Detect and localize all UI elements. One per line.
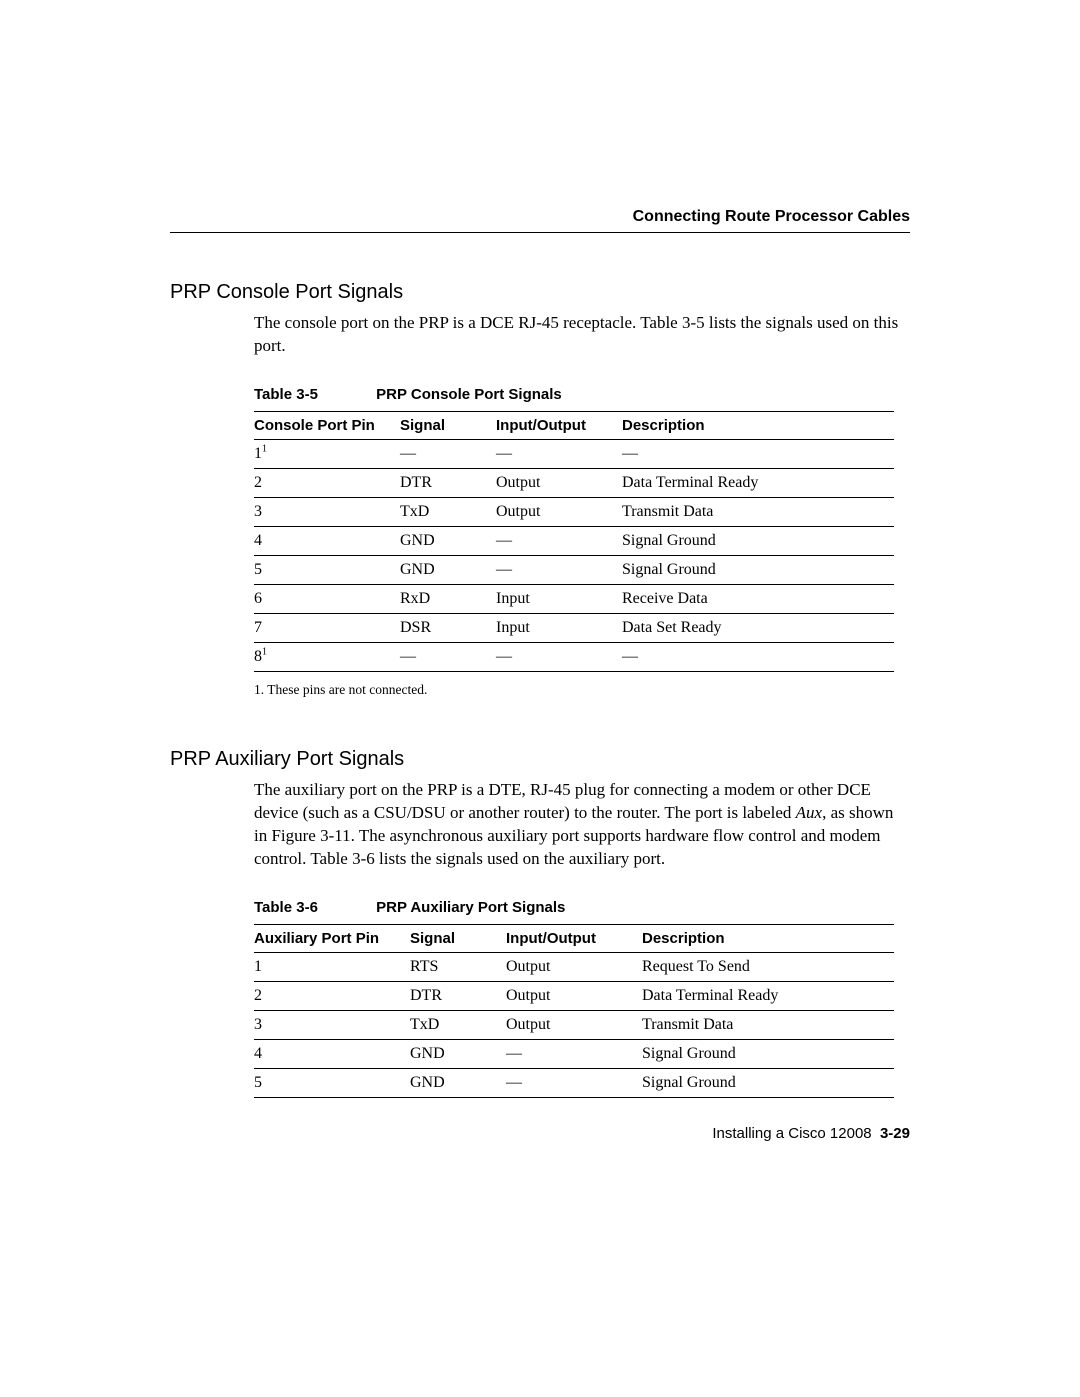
table-caption-title: PRP Console Port Signals <box>376 386 562 403</box>
cell-pin: 4 <box>254 526 400 555</box>
cell-pin: 11 <box>254 439 400 468</box>
cell-desc: Transmit Data <box>642 1010 894 1039</box>
cell-pin: 6 <box>254 584 400 613</box>
cell-desc: Request To Send <box>642 952 894 981</box>
cell-desc: Receive Data <box>622 584 894 613</box>
table-row: 4GND—Signal Ground <box>254 1039 894 1068</box>
cell-signal: TxD <box>400 497 496 526</box>
table-caption-3-6: Table 3-6 PRP Auxiliary Port Signals <box>254 899 910 916</box>
table-header-row: Auxiliary Port Pin Signal Input/Output D… <box>254 924 894 952</box>
cell-desc: Signal Ground <box>622 526 894 555</box>
table-row: 2DTROutputData Terminal Ready <box>254 981 894 1010</box>
cell-pin: 3 <box>254 1010 410 1039</box>
table-footnote: 1. These pins are not connected. <box>254 682 910 698</box>
cell-pin: 7 <box>254 613 400 642</box>
cell-signal: DTR <box>410 981 506 1010</box>
page-footer: Installing a Cisco 12008 3-29 <box>712 1125 910 1142</box>
table-header-row: Console Port Pin Signal Input/Output Des… <box>254 411 894 439</box>
cell-signal: DTR <box>400 468 496 497</box>
section-title-aux: PRP Auxiliary Port Signals <box>170 748 910 771</box>
cell-pin: 5 <box>254 1068 410 1097</box>
cell-io: — <box>506 1039 642 1068</box>
section-body-aux: The auxiliary port on the PRP is a DTE, … <box>254 779 910 871</box>
running-head: Connecting Route Processor Cables <box>170 208 910 233</box>
section-body-console: The console port on the PRP is a DCE RJ-… <box>254 312 910 358</box>
cell-desc: Data Terminal Ready <box>622 468 894 497</box>
cell-io: Output <box>496 468 622 497</box>
th-pin: Auxiliary Port Pin <box>254 924 410 952</box>
cell-io: Input <box>496 613 622 642</box>
cell-signal: GND <box>400 526 496 555</box>
table-console-signals: Console Port Pin Signal Input/Output Des… <box>254 411 894 672</box>
body-pre: The auxiliary port on the PRP is a DTE, … <box>254 780 871 822</box>
table-row: 4GND—Signal Ground <box>254 526 894 555</box>
cell-pin: 4 <box>254 1039 410 1068</box>
th-desc: Description <box>622 411 894 439</box>
table-caption-num: Table 3-6 <box>254 899 372 916</box>
table-row: 81——— <box>254 642 894 671</box>
cell-desc: — <box>622 642 894 671</box>
table-row: 1RTSOutputRequest To Send <box>254 952 894 981</box>
th-desc: Description <box>642 924 894 952</box>
th-io: Input/Output <box>506 924 642 952</box>
cell-io: — <box>496 642 622 671</box>
table-row: 3TxDOutputTransmit Data <box>254 497 894 526</box>
cell-pin: 81 <box>254 642 400 671</box>
cell-signal: RxD <box>400 584 496 613</box>
table-row: 6RxDInputReceive Data <box>254 584 894 613</box>
footer-page: 3-29 <box>880 1125 910 1142</box>
table-caption-title: PRP Auxiliary Port Signals <box>376 899 565 916</box>
cell-signal: RTS <box>410 952 506 981</box>
cell-signal: DSR <box>400 613 496 642</box>
table-row: 11——— <box>254 439 894 468</box>
th-io: Input/Output <box>496 411 622 439</box>
cell-pin: 5 <box>254 555 400 584</box>
cell-pin: 2 <box>254 981 410 1010</box>
cell-desc: — <box>622 439 894 468</box>
cell-signal: GND <box>400 555 496 584</box>
table-caption-num: Table 3-5 <box>254 386 372 403</box>
th-signal: Signal <box>400 411 496 439</box>
cell-desc: Data Terminal Ready <box>642 981 894 1010</box>
cell-desc: Data Set Ready <box>622 613 894 642</box>
table-caption-3-5: Table 3-5 PRP Console Port Signals <box>254 386 910 403</box>
table-aux-signals: Auxiliary Port Pin Signal Input/Output D… <box>254 924 894 1098</box>
th-signal: Signal <box>410 924 506 952</box>
table-row: 5GND—Signal Ground <box>254 1068 894 1097</box>
th-pin: Console Port Pin <box>254 411 400 439</box>
footer-text: Installing a Cisco 12008 <box>712 1125 871 1142</box>
table-row: 7DSRInputData Set Ready <box>254 613 894 642</box>
cell-pin: 3 <box>254 497 400 526</box>
cell-pin: 1 <box>254 952 410 981</box>
cell-io: Output <box>506 952 642 981</box>
cell-pin: 2 <box>254 468 400 497</box>
table-row: 3TxDOutputTransmit Data <box>254 1010 894 1039</box>
cell-signal: — <box>400 642 496 671</box>
cell-signal: — <box>400 439 496 468</box>
cell-io: — <box>506 1068 642 1097</box>
cell-desc: Transmit Data <box>622 497 894 526</box>
cell-desc: Signal Ground <box>642 1068 894 1097</box>
cell-io: — <box>496 526 622 555</box>
cell-io: Output <box>506 1010 642 1039</box>
cell-io: Input <box>496 584 622 613</box>
table-row: 2DTROutputData Terminal Ready <box>254 468 894 497</box>
cell-io: Output <box>506 981 642 1010</box>
cell-io: — <box>496 439 622 468</box>
cell-desc: Signal Ground <box>642 1039 894 1068</box>
cell-signal: GND <box>410 1039 506 1068</box>
table-row: 5GND—Signal Ground <box>254 555 894 584</box>
cell-io: Output <box>496 497 622 526</box>
section-title-console: PRP Console Port Signals <box>170 281 910 304</box>
body-italic: Aux <box>796 803 822 822</box>
cell-io: — <box>496 555 622 584</box>
cell-signal: TxD <box>410 1010 506 1039</box>
cell-signal: GND <box>410 1068 506 1097</box>
cell-desc: Signal Ground <box>622 555 894 584</box>
